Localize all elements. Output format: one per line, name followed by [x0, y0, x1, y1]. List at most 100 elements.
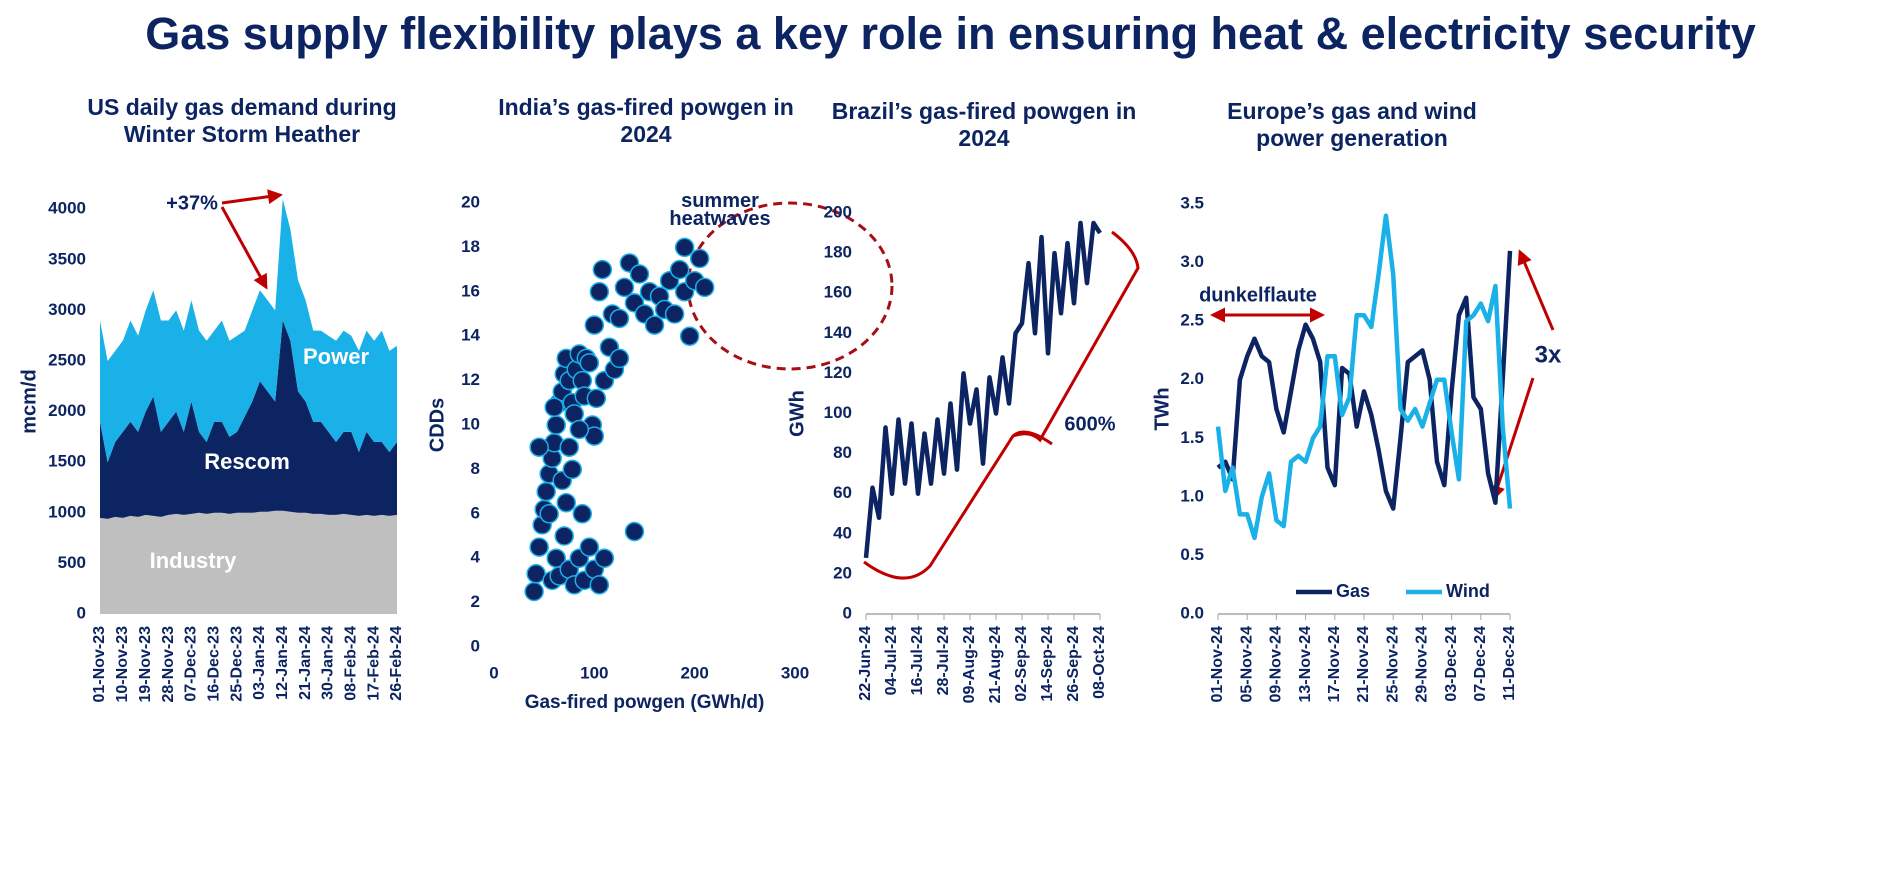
- x-tick-label: 17-Feb-24: [365, 626, 382, 701]
- y-tick-label: 14: [461, 326, 480, 345]
- line: [1215, 213, 1513, 541]
- y-tick-label: 12: [461, 370, 480, 389]
- x-tick-label: 09-Nov-24: [1268, 626, 1285, 703]
- point: [569, 419, 590, 440]
- point: [562, 459, 583, 480]
- series-label: Rescom: [204, 449, 290, 474]
- annotation: 600%: [1064, 413, 1115, 435]
- arrow: [220, 206, 268, 290]
- y-tick-label: 120: [824, 363, 852, 382]
- x-tick-label: 29-Nov-24: [1414, 626, 1431, 703]
- line: [863, 220, 1102, 559]
- annotation: +37%: [166, 192, 218, 214]
- point: [554, 526, 574, 546]
- x-tick-label: 21-Nov-24: [1355, 626, 1372, 703]
- x-tick-label: 14-Sep-24: [1039, 626, 1056, 702]
- x-tick-label: 10-Nov-23: [114, 626, 131, 703]
- x-tick-label: 11-Dec-24: [1501, 626, 1518, 701]
- y-tick-label: 3500: [48, 249, 86, 268]
- y-tick-label: 3.0: [1180, 252, 1204, 271]
- x-tick-label: 07-Dec-23: [183, 626, 200, 702]
- annotation: dunkelflaute: [1199, 284, 1317, 306]
- chart-title: India’s gas-fired powgen in 2024: [498, 94, 794, 147]
- point: [689, 248, 710, 269]
- x-tick-label: 02-Sep-24: [1013, 626, 1030, 702]
- x-tick-label: 03-Jan-24: [251, 626, 268, 700]
- x-tick-label: 13-Nov-24: [1297, 626, 1314, 703]
- point: [544, 397, 564, 417]
- y-tick-label: 80: [833, 443, 852, 462]
- point: [584, 315, 605, 335]
- point: [546, 415, 566, 435]
- y-tick-label: 8: [471, 459, 480, 478]
- point: [674, 237, 695, 258]
- x-tick-label: 03-Dec-24: [1443, 626, 1460, 702]
- x-tick-label: 16-Dec-23: [205, 626, 222, 702]
- legend-label: Wind: [1446, 581, 1490, 601]
- y-tick-label: 60: [833, 483, 852, 502]
- chart-title: Brazil’s gas-fired powgen in 2024: [831, 98, 1137, 151]
- x-tick-label: 04-Jul-24: [883, 626, 900, 695]
- y-tick-label: 160: [824, 283, 852, 302]
- y-tick-label: 1.0: [1180, 486, 1204, 505]
- point: [579, 537, 600, 557]
- y-tick-label: 2.5: [1180, 311, 1204, 330]
- y-tick-label: 20: [833, 563, 852, 582]
- y-tick-label: 2500: [48, 351, 86, 370]
- point: [536, 481, 556, 502]
- y-tick-label: 10: [461, 414, 480, 433]
- point: [592, 259, 613, 280]
- y-tick-label: 20: [461, 192, 480, 211]
- x-tick-label: 12-Jan-24: [274, 626, 291, 700]
- arrow: [1490, 377, 1535, 501]
- x-tick-label: 30-Jan-24: [320, 626, 337, 700]
- x-tick-label: 0: [489, 663, 498, 682]
- x-tick-label: 28-Jul-24: [935, 626, 952, 695]
- y-tick-label: 200: [824, 202, 852, 221]
- x-tick-label: 26-Feb-24: [388, 626, 405, 701]
- y-tick-label: 4: [471, 548, 481, 567]
- point: [556, 492, 576, 513]
- x-tick-label: 25-Nov-24: [1384, 626, 1401, 703]
- point: [526, 563, 546, 584]
- x-tick-label: 21-Aug-24: [987, 626, 1004, 703]
- y-tick-label: 3000: [48, 300, 86, 319]
- point: [664, 304, 685, 324]
- y-tick-label: 1500: [48, 452, 86, 471]
- y-axis-label: GWh: [786, 390, 808, 437]
- annotation: 3x: [1535, 341, 1562, 368]
- chart-title: Europe’s gas and wind power generation: [1227, 98, 1477, 151]
- y-axis-label: CDDs: [426, 398, 448, 452]
- point: [679, 326, 700, 346]
- x-tick-label: 22-Jun-24: [857, 626, 874, 701]
- y-tick-label: 3.5: [1180, 193, 1204, 212]
- y-tick-label: 140: [824, 323, 852, 342]
- y-tick-label: 1.5: [1180, 428, 1204, 447]
- point: [529, 537, 549, 557]
- brace: [1012, 230, 1140, 443]
- x-tick-label: 200: [680, 663, 708, 682]
- y-tick-label: 6: [471, 503, 480, 522]
- x-tick-label: 07-Dec-24: [1472, 626, 1489, 702]
- point: [559, 437, 579, 457]
- x-tick-label: 09-Aug-24: [961, 626, 978, 703]
- y-tick-label: 100: [824, 403, 852, 422]
- annotation: summer heatwaves: [669, 190, 771, 230]
- series-label: Power: [303, 344, 369, 369]
- y-tick-label: 2: [471, 592, 480, 611]
- point: [629, 264, 650, 284]
- y-tick-label: 2.0: [1180, 369, 1204, 388]
- line: [1216, 250, 1513, 511]
- area: [100, 320, 397, 519]
- y-tick-label: 500: [58, 553, 86, 572]
- point: [609, 348, 630, 369]
- y-tick-label: 0.0: [1180, 603, 1204, 622]
- point: [539, 504, 559, 524]
- point: [589, 282, 610, 302]
- x-tick-label: 16-Jul-24: [909, 626, 926, 695]
- x-tick-label: 19-Nov-23: [137, 626, 154, 703]
- chart-title: US daily gas demand during Winter Storm …: [87, 94, 397, 147]
- x-tick-label: 08-Oct-24: [1091, 626, 1108, 699]
